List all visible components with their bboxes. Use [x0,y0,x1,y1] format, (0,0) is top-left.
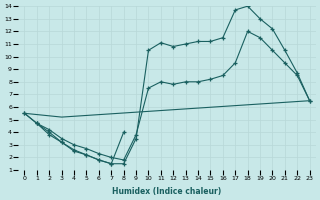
X-axis label: Humidex (Indice chaleur): Humidex (Indice chaleur) [112,187,222,196]
